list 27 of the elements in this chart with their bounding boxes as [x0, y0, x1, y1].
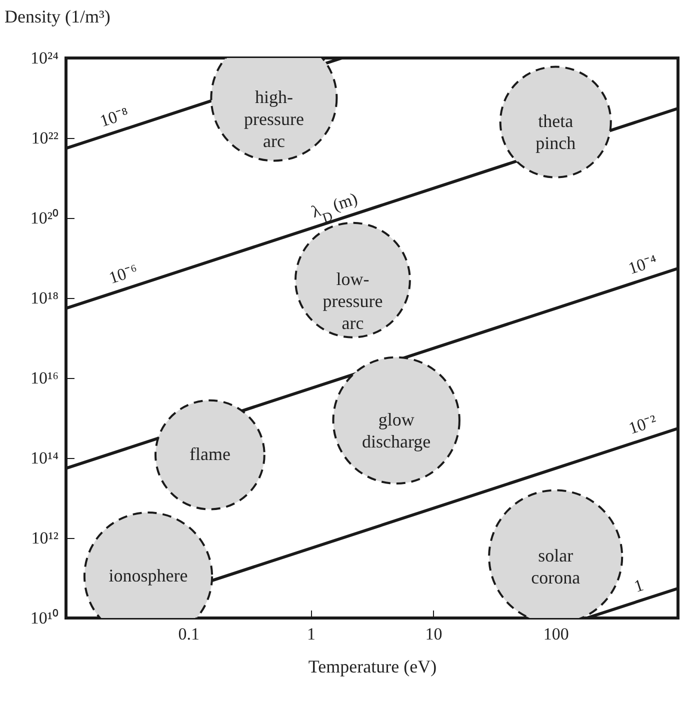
annotation: 10⁻⁸ [98, 104, 132, 131]
series-label: high- pressure arc [244, 87, 304, 151]
series-label: low- pressure arc [322, 269, 383, 334]
x-tick-label: 1 [307, 624, 316, 644]
series-label: solar corona [531, 546, 580, 588]
annotation: 1 [632, 575, 646, 596]
annotation: λ$_{D}$ (m) [309, 189, 360, 226]
y-tick-label: 10²⁰ [30, 208, 58, 228]
x-tick-label: 0.1 [178, 624, 200, 644]
x-axis-title: Temperature (eV) [308, 656, 437, 676]
y-tick-label: 10¹⁴ [30, 448, 59, 468]
y-tick-label: 10¹⁶ [30, 368, 59, 388]
y-tick-label: 10²⁴ [30, 48, 59, 68]
annotation: 10⁻⁴ [626, 251, 660, 278]
x-tick-label: 10 [425, 624, 442, 644]
series-label: glow discharge [362, 409, 431, 452]
series-label: flame [189, 444, 230, 464]
annotation: 10⁻² [626, 411, 659, 438]
y-tick-label: 10²² [31, 128, 58, 148]
y-tick-label: 10¹² [31, 528, 58, 548]
series-label: theta pinch [536, 111, 576, 154]
x-tick-label: 100 [543, 624, 569, 644]
y-tick-label: 10¹⁸ [30, 288, 59, 308]
series-label: ionosphere [108, 565, 188, 586]
annotation: 10⁻⁶ [106, 260, 140, 288]
y-axis-title: Density (1/m³) [4, 6, 110, 26]
y-tick-label: 10¹⁰ [30, 608, 58, 628]
